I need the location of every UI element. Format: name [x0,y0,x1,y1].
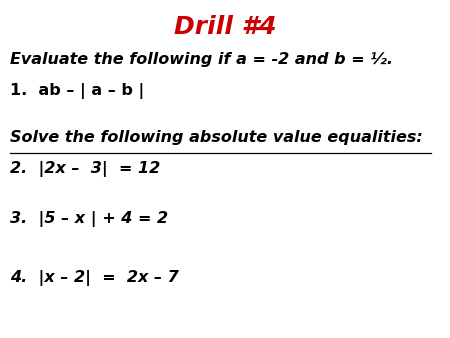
Text: 1.  ab – | a – b |: 1. ab – | a – b | [10,83,144,99]
Text: Evaluate the following if a = -2 and b = ½.: Evaluate the following if a = -2 and b =… [10,52,393,67]
Text: 4.  |x – 2|  =  2x – 7: 4. |x – 2| = 2x – 7 [10,270,179,286]
Text: 2.  |2x –  3|  = 12: 2. |2x – 3| = 12 [10,161,160,176]
Text: 3.  |5 – x | + 4 = 2: 3. |5 – x | + 4 = 2 [10,211,168,227]
Text: Solve the following absolute value equalities:: Solve the following absolute value equal… [10,130,423,145]
Text: Drill #4: Drill #4 [174,15,276,39]
